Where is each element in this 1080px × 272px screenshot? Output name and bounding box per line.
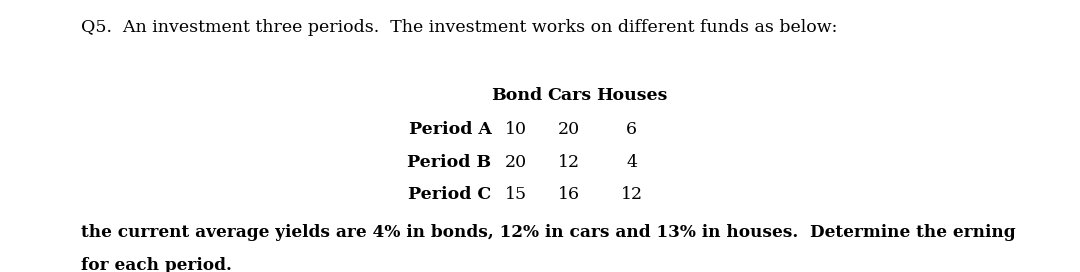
Text: 20: 20: [505, 154, 527, 171]
Text: 10: 10: [505, 121, 527, 138]
Text: Houses: Houses: [596, 87, 667, 104]
Text: Cars: Cars: [548, 87, 591, 104]
Text: Bond: Bond: [490, 87, 542, 104]
Text: the current average yields are 4% in bonds, 12% in cars and 13% in houses.  Dete: the current average yields are 4% in bon…: [81, 224, 1015, 242]
Text: Period A: Period A: [408, 121, 491, 138]
Text: 12: 12: [621, 186, 643, 203]
Text: 6: 6: [626, 121, 637, 138]
Text: 16: 16: [558, 186, 580, 203]
Text: 12: 12: [558, 154, 580, 171]
Text: 20: 20: [558, 121, 580, 138]
Text: 15: 15: [505, 186, 527, 203]
Text: for each period.: for each period.: [81, 257, 232, 272]
Text: 4: 4: [626, 154, 637, 171]
Text: Period C: Period C: [408, 186, 491, 203]
Text: Period B: Period B: [407, 154, 491, 171]
Text: Q5.  An investment three periods.  The investment works on different funds as be: Q5. An investment three periods. The inv…: [81, 19, 837, 36]
